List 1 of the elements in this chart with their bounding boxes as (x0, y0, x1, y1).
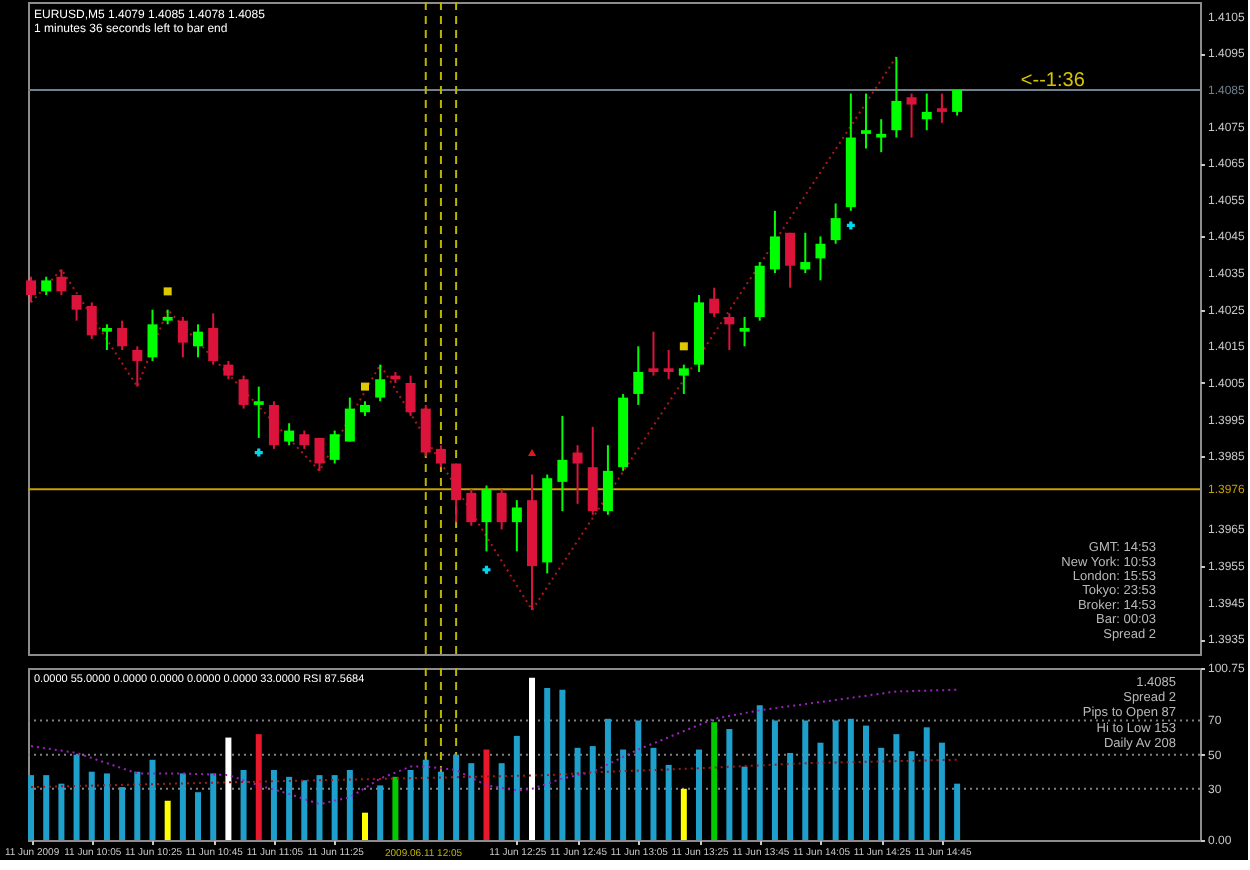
annotation: <--1:36 (1020, 69, 1086, 92)
